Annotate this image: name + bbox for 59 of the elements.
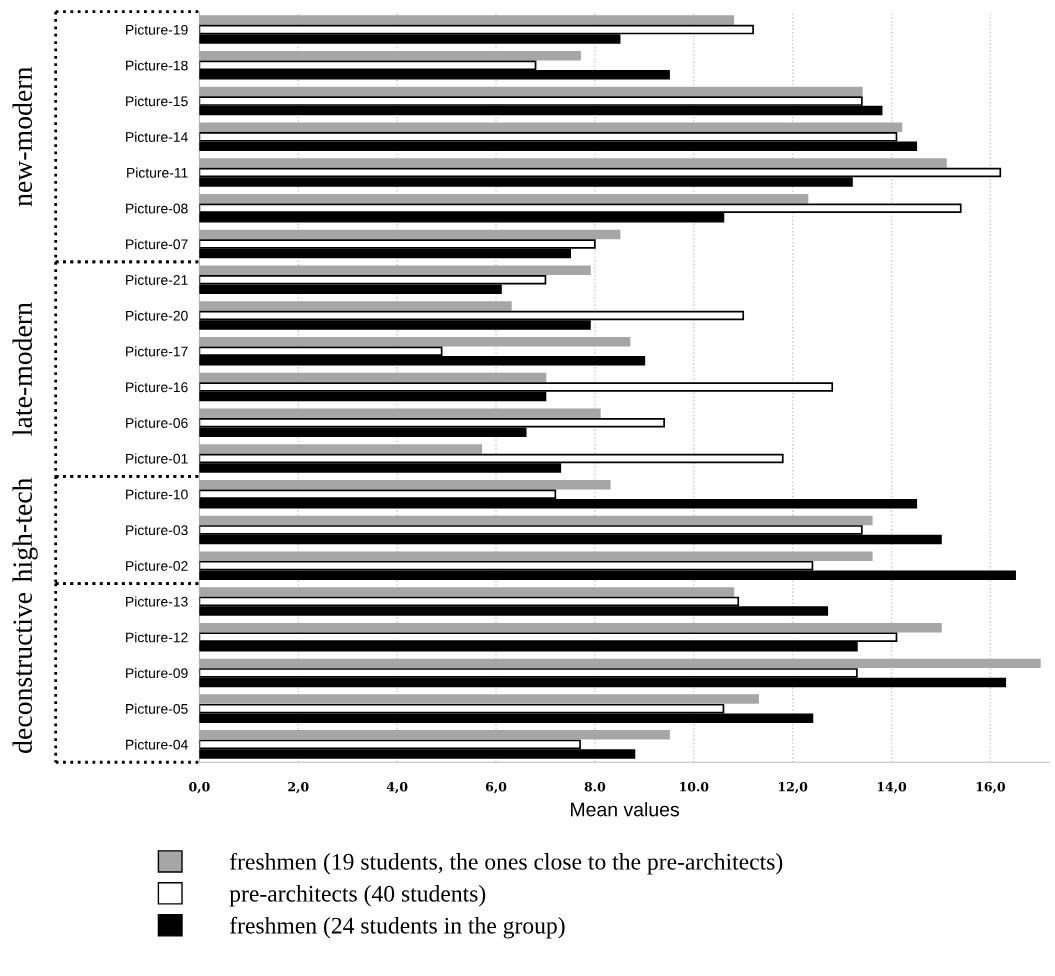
text: high-tech	[12, 477, 38, 583]
bar	[199, 372, 547, 383]
y-tick-label: Picture-15	[126, 96, 188, 107]
x-tick-label: 14,0	[877, 781, 907, 794]
y-tick-label: Picture-04	[126, 739, 188, 750]
bar	[199, 51, 581, 61]
legend-label: pre-architects (40 students)	[229, 885, 486, 907]
text: deconstructive	[12, 592, 33, 753]
bar	[199, 336, 631, 347]
y-tick-label: Picture-01	[126, 453, 188, 464]
bar	[199, 194, 809, 204]
y-tick-label: Picture-17	[126, 346, 188, 357]
y-tick-label: Picture-08	[126, 203, 188, 214]
y-tick-label: Picture-16	[126, 381, 188, 393]
bar	[199, 444, 483, 454]
y-tick-label: Picture-03	[126, 524, 188, 536]
text: new-modern	[12, 67, 33, 207]
x-tick-label: 2,0	[288, 781, 309, 794]
bar	[199, 301, 512, 311]
y-tick-label: Picture-10	[126, 489, 188, 500]
y-tick-label: Picture-18	[126, 60, 188, 71]
y-tick-label: Picture-02	[126, 560, 188, 571]
legend-label: freshmen (19 students, the ones close to the pre-architects)	[229, 852, 783, 875]
y-tick-label: Picture-19	[126, 24, 188, 35]
bar	[199, 730, 670, 740]
bar	[199, 551, 873, 561]
bar	[199, 408, 601, 418]
bar	[199, 229, 621, 240]
x-axis-title: Mean values	[571, 802, 679, 817]
y-tick-label: Picture-07	[126, 238, 188, 250]
y-tick-label: Picture-13	[126, 596, 188, 607]
bar	[199, 694, 759, 704]
x-tick-label: 0,0	[189, 781, 210, 794]
x-tick-label: 6,0	[485, 781, 507, 794]
bar	[199, 122, 903, 133]
y-tick-label: Picture-05	[126, 703, 188, 714]
text: late-modern	[12, 302, 33, 436]
y-tick-label: Picture-21	[126, 274, 188, 285]
x-tick-label: 16,0	[976, 781, 1006, 794]
y-tick-label: Picture-06	[126, 417, 188, 428]
bar	[199, 515, 873, 526]
bar	[199, 587, 735, 597]
y-tick-label: Picture-09	[126, 667, 188, 679]
x-tick-label: 8.0	[584, 781, 606, 792]
y-tick-label: Picture-20	[126, 310, 188, 321]
bar	[199, 158, 947, 168]
bar	[199, 15, 735, 25]
y-tick-label: Picture-11	[127, 167, 188, 178]
x-tick-label: 12,0	[778, 781, 808, 794]
legend-label: freshmen (24 students in the group)	[229, 916, 565, 939]
bar	[199, 86, 863, 97]
y-tick-label: Picture-14	[126, 131, 188, 142]
bar	[199, 479, 611, 490]
bar	[199, 658, 1041, 669]
x-tick-label: 10.0	[680, 781, 709, 792]
x-tick-label: 4,0	[386, 781, 408, 794]
y-tick-label: Picture-12	[126, 632, 188, 643]
bar	[199, 622, 942, 633]
bar	[199, 265, 591, 275]
